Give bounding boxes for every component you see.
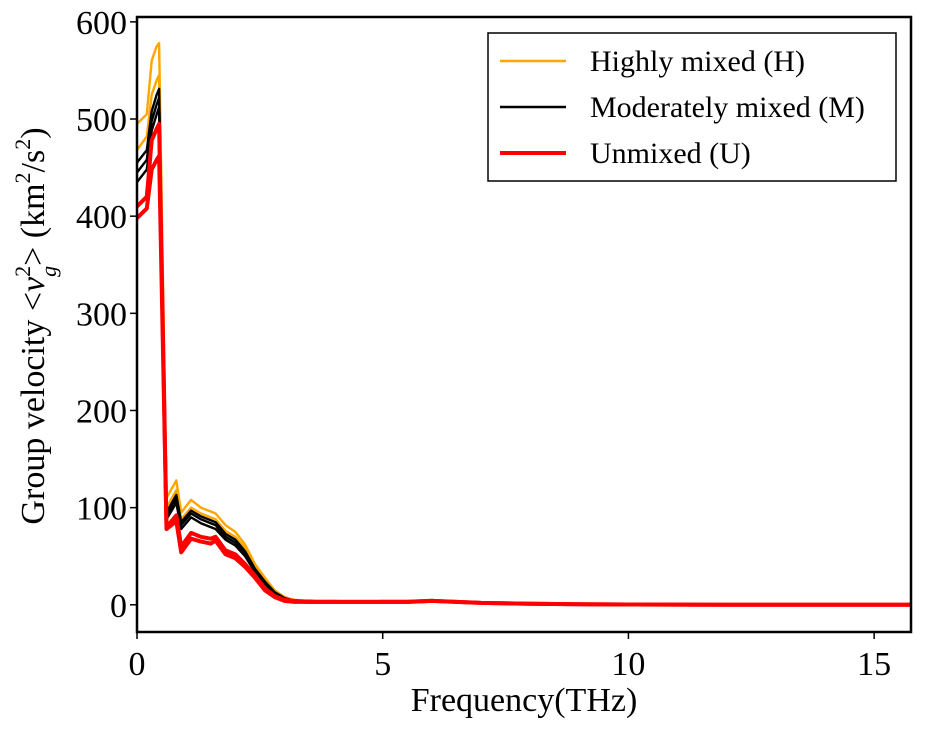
legend-label-u: Unmixed (U) [590, 137, 751, 170]
y-tick-label-0: 0 [110, 588, 127, 625]
x-tick-label-2: 10 [611, 646, 645, 683]
y-tick-label-1: 100 [76, 491, 127, 528]
x-axis-ticks: 0 5 10 15 [129, 632, 891, 683]
legend-label-h: Highly mixed (H) [590, 45, 805, 78]
series-line-u-6 [137, 153, 911, 607]
y-tick-label-6: 600 [76, 5, 127, 42]
x-tick-label-3: 15 [857, 646, 891, 683]
x-axis-title: Frequency(THz) [411, 682, 638, 719]
y-tick-label-3: 300 [76, 296, 127, 333]
series-line-u-5 [137, 121, 911, 607]
series-layer [137, 42, 911, 607]
y-axis-ticks: 0 100 200 300 400 500 600 [76, 5, 137, 625]
y-tick-label-4: 400 [76, 199, 127, 236]
legend: Highly mixed (H) Moderately mixed (M) Unmi… [487, 32, 897, 182]
y-tick-label-2: 200 [76, 393, 127, 430]
plot-frame [135, 15, 913, 634]
series-line-m-4 [137, 106, 911, 606]
y-axis-title: Group velocity <v2g> (km2/s2) [10, 127, 61, 524]
y-tick-label-5: 500 [76, 102, 127, 139]
legend-label-m: Moderately mixed (M) [590, 91, 865, 124]
x-tick-label-1: 5 [374, 646, 391, 683]
legend-items: Highly mixed (H) Moderately mixed (M) Unmi… [500, 45, 865, 170]
x-tick-label-0: 0 [129, 646, 146, 683]
